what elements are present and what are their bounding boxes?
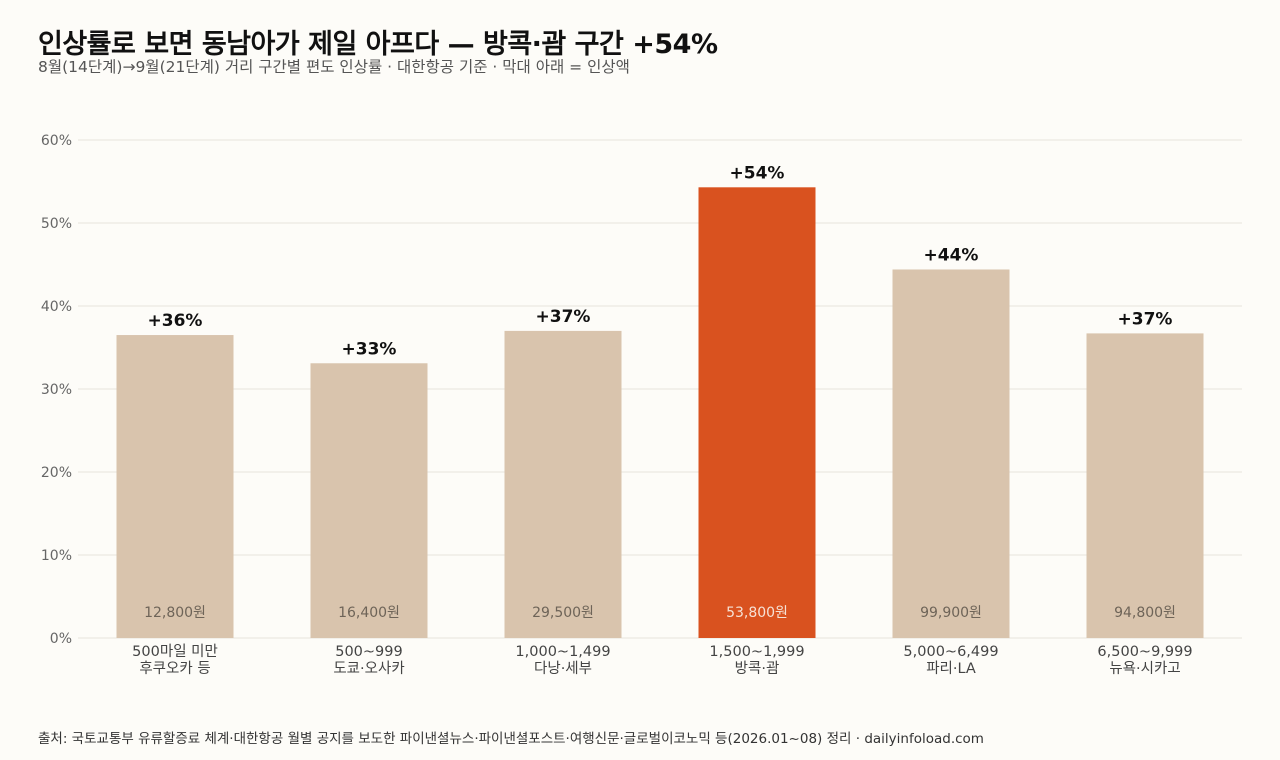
x-category-label: 파리·LA <box>926 660 976 677</box>
bar <box>116 335 234 638</box>
bar-value-label: +54% <box>730 163 785 183</box>
y-tick-label: 10% <box>41 548 72 564</box>
bar-amount-label: 53,800원 <box>726 605 788 621</box>
x-category-label: 6,500~9,999 <box>1097 644 1192 660</box>
y-tick-label: 30% <box>41 382 72 398</box>
y-tick-label: 50% <box>41 216 72 232</box>
bar-amount-label: 29,500원 <box>532 605 594 621</box>
bar-highlight <box>698 187 816 638</box>
bar-value-label: +44% <box>924 245 979 265</box>
x-category-label: 500마일 미만 <box>132 643 218 660</box>
y-tick-label: 0% <box>50 631 72 647</box>
bar <box>892 269 1010 638</box>
x-category-label: 후쿠오카 등 <box>139 660 210 677</box>
bar-value-label: +37% <box>536 307 591 327</box>
x-category-label: 뉴욕·시카고 <box>1109 660 1180 677</box>
x-category-label: 500~999 <box>335 644 403 660</box>
x-category-label: 도쿄·오사카 <box>333 660 404 677</box>
bar-amount-label: 94,800원 <box>1114 605 1176 621</box>
bar <box>504 330 622 638</box>
chart-title: 인상률로 보면 동남아가 제일 아프다 — 방콕·괌 구간 +54% <box>38 29 718 60</box>
bar-value-label: +36% <box>148 311 203 331</box>
bar-value-label: +33% <box>342 339 397 359</box>
x-category-label: 방콕·괌 <box>735 660 780 677</box>
chart-subtitle: 8월(14단계)→9월(21단계) 거리 구간별 편도 인상률 · 대한항공 기… <box>38 58 630 76</box>
x-category-label: 다낭·세부 <box>534 660 592 677</box>
y-tick-label: 40% <box>41 299 72 315</box>
bar-amount-label: 16,400원 <box>338 605 400 621</box>
bar <box>1086 333 1204 638</box>
source-note: 출처: 국토교통부 유류할증료 체계·대한항공 월별 공지를 보도한 파이낸셜뉴… <box>38 731 984 747</box>
x-category-label: 1,000~1,499 <box>515 644 610 660</box>
x-category-label: 1,500~1,999 <box>709 644 804 660</box>
y-tick-label: 60% <box>41 133 72 149</box>
bar-value-label: +37% <box>1118 309 1173 329</box>
y-tick-label: 20% <box>41 465 72 481</box>
bar-amount-label: 99,900원 <box>920 605 982 621</box>
bar <box>310 363 428 638</box>
x-category-label: 5,000~6,499 <box>903 644 998 660</box>
bar-amount-label: 12,800원 <box>144 605 206 621</box>
